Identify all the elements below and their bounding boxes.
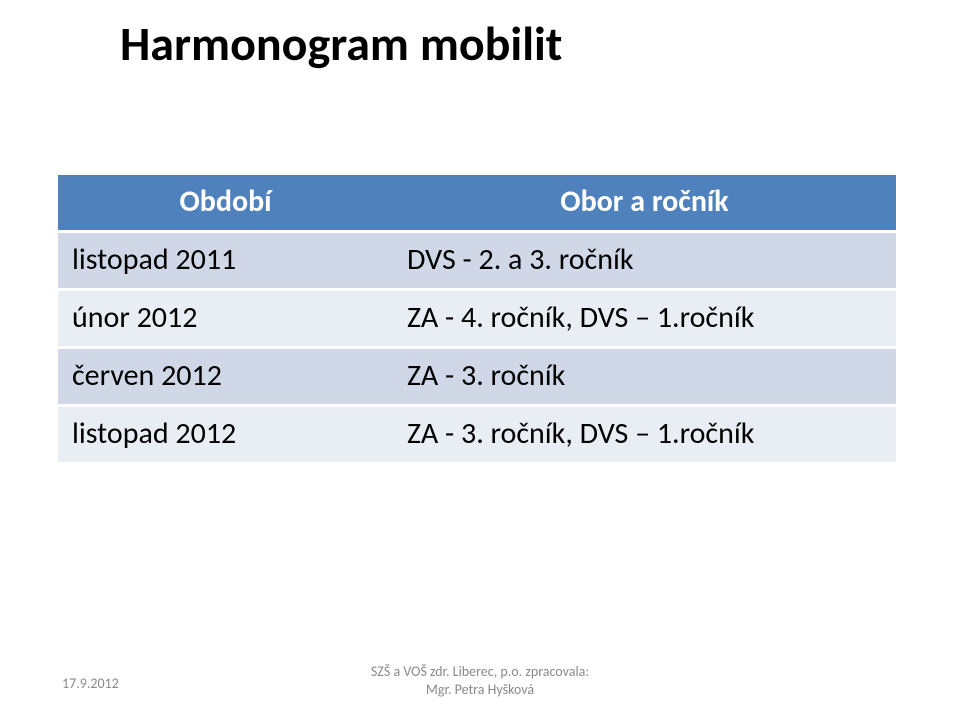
col-header-field: Obor a ročník (393, 175, 896, 232)
cell-field: DVS - 2. a 3. ročník (393, 232, 896, 290)
footer-credit-line2: Mgr. Petra Hyšková (426, 681, 534, 698)
cell-period: listopad 2012 (58, 406, 393, 464)
cell-field: ZA - 4. ročník, DVS – 1.ročník (393, 290, 896, 348)
cell-field: ZA - 3. ročník, DVS – 1.ročník (393, 406, 896, 464)
page-title: Harmonogram mobilit (120, 14, 562, 73)
table-row: listopad 2012 ZA - 3. ročník, DVS – 1.ro… (58, 406, 896, 464)
cell-field: ZA - 3. ročník (393, 348, 896, 406)
slide: Harmonogram mobilit Období Obor a ročník… (0, 0, 960, 710)
cell-period: listopad 2011 (58, 232, 393, 290)
col-header-period: Období (58, 175, 393, 232)
cell-period: červen 2012 (58, 348, 393, 406)
table-header-row: Období Obor a ročník (58, 175, 896, 232)
table-row: červen 2012 ZA - 3. ročník (58, 348, 896, 406)
schedule-table-container: Období Obor a ročník listopad 2011 DVS -… (58, 175, 896, 465)
footer-credit: SZŠ a VOŠ zdr. Liberec, p.o. zpracovala:… (0, 663, 960, 698)
footer-credit-line1: SZŠ a VOŠ zdr. Liberec, p.o. zpracovala: (371, 663, 589, 680)
cell-period: únor 2012 (58, 290, 393, 348)
table-row: listopad 2011 DVS - 2. a 3. ročník (58, 232, 896, 290)
schedule-table: Období Obor a ročník listopad 2011 DVS -… (58, 175, 896, 465)
table-row: únor 2012 ZA - 4. ročník, DVS – 1.ročník (58, 290, 896, 348)
